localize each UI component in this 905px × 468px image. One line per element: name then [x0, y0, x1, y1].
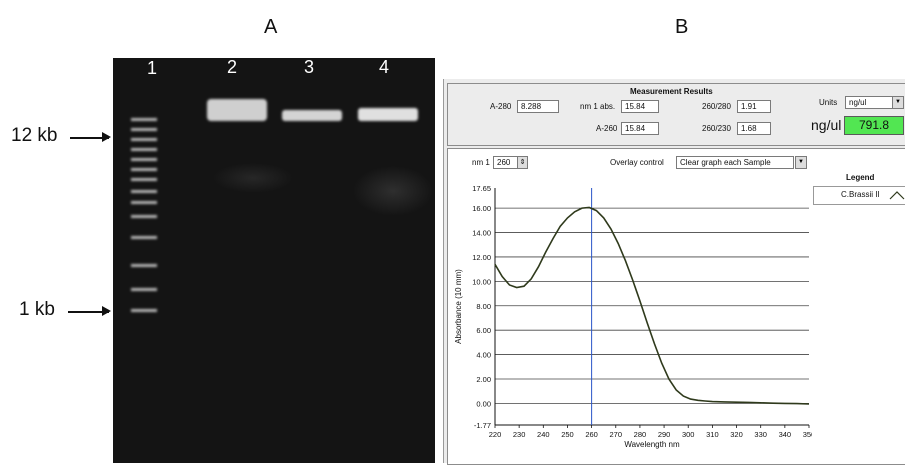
x-tick-label: 320 — [730, 430, 743, 439]
legend-entry-label: C.Brassii II — [841, 190, 880, 199]
ratio-260-230-field[interactable]: 1.68 — [737, 122, 771, 135]
size-marker-1kb: 1 kb — [19, 299, 55, 320]
y-tick-label: 14.00 — [472, 229, 491, 238]
nm1-label: nm 1 — [472, 158, 490, 167]
units-label: Units — [819, 98, 838, 107]
lane-number: 1 — [147, 58, 158, 78]
chevron-down-icon[interactable]: ▼ — [892, 96, 904, 109]
chevron-down-icon[interactable]: ▼ — [795, 156, 807, 169]
gel-bands — [131, 99, 433, 312]
y-tick-label: 4.00 — [476, 351, 491, 360]
overlay-control-label: Overlay control — [610, 158, 664, 167]
x-tick-label: 330 — [754, 430, 767, 439]
y-tick-label: 12.00 — [472, 253, 491, 262]
x-tick-label: 310 — [706, 430, 719, 439]
x-tick-label: 240 — [537, 430, 550, 439]
x-tick-label: 340 — [779, 430, 792, 439]
measurement-title: Measurement Results — [630, 87, 713, 96]
ratio-260-280-field[interactable]: 1.91 — [737, 100, 771, 113]
y-axis-title: Absorbance (10 mm) — [454, 269, 463, 344]
a260-label: A-260 — [596, 124, 618, 133]
y-tick-label: 10.00 — [472, 277, 491, 286]
sample-bands — [207, 99, 418, 121]
spinner-arrows-icon[interactable]: ⇕ — [517, 156, 528, 169]
size-marker-12kb: 12 kb — [11, 125, 58, 146]
legend-line-icon — [889, 191, 905, 200]
x-tick-label: 250 — [561, 430, 574, 439]
concentration-value: 791.8 — [844, 116, 904, 135]
y-tick-label: -1.77 — [474, 421, 491, 430]
arrow-right-icon — [68, 307, 111, 315]
absorbance-chart: 17.65 16.00 14.00 12.00 10.00 8.00 6.00 4.00 2.0… — [454, 184, 812, 449]
nm1-abs-label: nm 1 abs. — [580, 102, 616, 111]
x-tick-label: 260 — [585, 430, 598, 439]
nm1-spinner-field[interactable]: 260 — [493, 156, 519, 169]
series-line — [494, 206, 810, 405]
a280-label: A-280 — [490, 102, 512, 111]
x-axis-title: Wavelength nm — [624, 440, 680, 449]
legend-entry: C.Brassii II — [813, 186, 905, 205]
x-tick-label: 300 — [682, 430, 695, 439]
gel-image — [113, 58, 435, 463]
y-tick-label: 8.00 — [476, 302, 491, 311]
y-tick-label: 16.00 — [472, 204, 491, 213]
panel-label-b: B — [675, 16, 689, 38]
measurement-results-panel — [447, 83, 905, 146]
y-tick-label: 17.65 — [472, 184, 491, 193]
lane-number: 2 — [227, 57, 238, 77]
panel-label-a: A — [264, 16, 278, 38]
overlay-select[interactable]: Clear graph each Sample — [676, 156, 794, 169]
a260-field[interactable]: 15.84 — [621, 122, 659, 135]
x-tick-label: 270 — [610, 430, 623, 439]
ladder-bands — [131, 118, 157, 312]
legend-title: Legend — [846, 173, 875, 182]
y-tick-label: 0.00 — [476, 399, 491, 408]
lane-number: 4 — [379, 57, 390, 77]
x-tick-label: 280 — [634, 430, 647, 439]
y-tick-label: 2.00 — [476, 375, 491, 384]
x-tick-label: 350 — [803, 430, 812, 439]
units-select[interactable]: ng/ul — [845, 96, 893, 109]
a280-field[interactable]: 8.288 — [517, 100, 559, 113]
x-tick-label: 220 — [489, 430, 502, 439]
y-tick-label: 6.00 — [476, 326, 491, 335]
lane-number: 3 — [304, 57, 315, 77]
arrow-right-icon — [70, 133, 111, 141]
conc-unit-label: ng/ul — [811, 117, 842, 133]
x-tick-label: 230 — [513, 430, 526, 439]
ratio-260-230-label: 260/230 — [702, 124, 731, 133]
ratio-260-280-label: 260/280 — [702, 102, 731, 111]
x-tick-label: 290 — [658, 430, 671, 439]
nm1-abs-field[interactable]: 15.84 — [621, 100, 659, 113]
